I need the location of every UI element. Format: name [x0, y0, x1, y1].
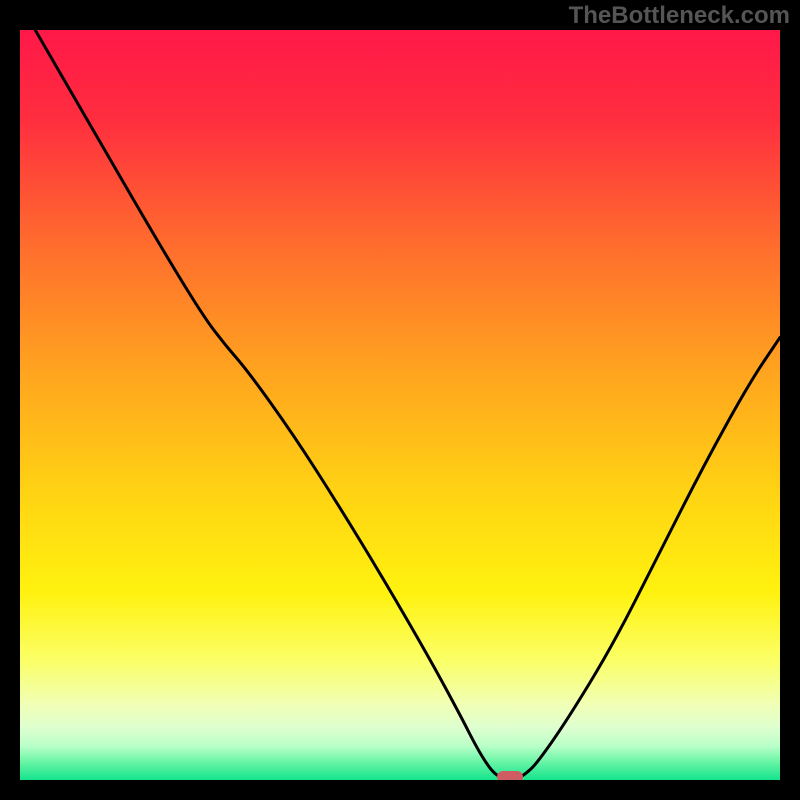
watermark-text: TheBottleneck.com: [569, 2, 790, 30]
plot-background: [20, 30, 780, 780]
optimal-marker: [497, 771, 523, 780]
plot-area: [20, 30, 780, 780]
plot-svg: [20, 30, 780, 780]
